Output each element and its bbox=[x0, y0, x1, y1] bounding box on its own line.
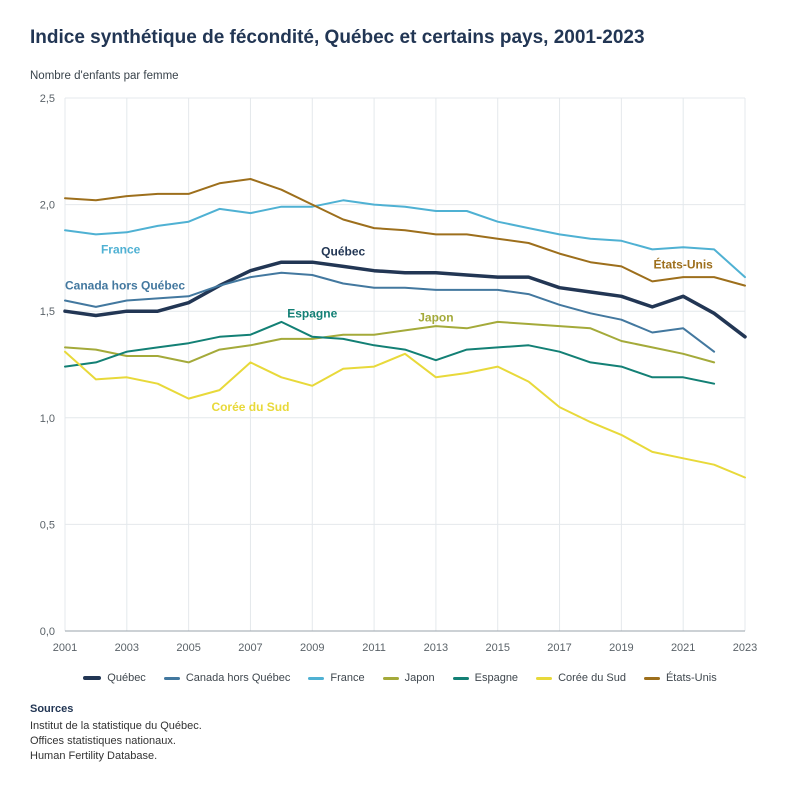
series-line-canada-hors-quebec bbox=[64, 271, 716, 353]
x-tick-label: 2017 bbox=[547, 642, 571, 654]
x-tick-label: 2009 bbox=[300, 642, 324, 654]
fertility-line-chart: 0,0 0,5 1,0 1,5 2,0 2,5 2001 2003 2005 2007 2009 20… bbox=[40, 93, 758, 654]
series-line-japon bbox=[64, 320, 716, 364]
series-line-quebec bbox=[63, 260, 747, 339]
legend-label: Japon bbox=[404, 672, 435, 684]
source-line: Offices statistiques nationaux. bbox=[30, 735, 176, 747]
x-tick-label: 2013 bbox=[424, 642, 448, 654]
x-tick-label: 2003 bbox=[115, 642, 139, 654]
series-label-espagne: Espagne bbox=[287, 306, 337, 320]
legend-label: France bbox=[330, 672, 365, 684]
series-label-coree-du-sud: Corée du Sud bbox=[211, 400, 289, 414]
legend-label: Québec bbox=[107, 672, 146, 684]
x-tick-label: 2001 bbox=[53, 642, 77, 654]
legend-swatch bbox=[83, 676, 102, 680]
legend-item-france[interactable]: France bbox=[308, 672, 365, 684]
legend-swatch bbox=[163, 676, 180, 680]
y-tick-label: 2,5 bbox=[40, 93, 55, 105]
legend-swatch bbox=[536, 676, 553, 680]
y-tick-label: 0,0 bbox=[40, 626, 55, 638]
source-line: Institut de la statistique du Québec. bbox=[30, 720, 202, 732]
chart-legend: Québec Canada hors Québec France Japon Espag… bbox=[0, 670, 800, 686]
legend-label: Espagne bbox=[474, 672, 519, 684]
series-label-quebec: Québec bbox=[321, 245, 365, 259]
series-label-etats-unis: États-Unis bbox=[654, 256, 714, 271]
x-tick-label: 2007 bbox=[238, 642, 262, 654]
legend-item-coree-du-sud[interactable]: Corée du Sud bbox=[536, 672, 626, 684]
x-tick-label: 2021 bbox=[671, 642, 695, 654]
legend-item-quebec[interactable]: Québec bbox=[83, 672, 146, 684]
y-tick-label: 0,5 bbox=[40, 519, 55, 531]
x-tick-label: 2023 bbox=[733, 642, 757, 654]
x-tick-label: 2005 bbox=[176, 642, 200, 654]
chart-title: Indice synthétique de fécondité, Québec … bbox=[30, 27, 645, 48]
y-tick-label: 1,0 bbox=[40, 413, 55, 425]
legend-item-espagne[interactable]: Espagne bbox=[452, 672, 519, 684]
source-line: Human Fertility Database. bbox=[30, 750, 158, 762]
legend-item-japon[interactable]: Japon bbox=[382, 672, 435, 684]
legend-item-etats-unis[interactable]: États-Unis bbox=[643, 672, 717, 684]
series-label-japon: Japon bbox=[418, 311, 453, 325]
legend-label: Canada hors Québec bbox=[185, 672, 291, 684]
series-line-etats-unis bbox=[64, 178, 746, 287]
y-tick-label: 2,0 bbox=[40, 200, 55, 212]
legend-swatch bbox=[382, 676, 399, 680]
series-line-coree-du-sud bbox=[64, 350, 746, 479]
legend-item-canada-hors-quebec[interactable]: Canada hors Québec bbox=[163, 672, 291, 684]
x-tick-label: 2019 bbox=[609, 642, 633, 654]
series-line-espagne bbox=[64, 320, 716, 385]
sources-block: Sources Institut de la statistique du Qu… bbox=[30, 702, 800, 764]
x-tick-label: 2015 bbox=[485, 642, 509, 654]
series-line-france bbox=[64, 199, 746, 279]
y-tick-label: 1,5 bbox=[40, 306, 55, 318]
y-axis-title: Nombre d'enfants par femme bbox=[30, 70, 179, 82]
legend-swatch bbox=[308, 676, 325, 680]
series-label-france: France bbox=[101, 242, 141, 256]
x-tick-label: 2011 bbox=[362, 642, 386, 654]
sources-heading: Sources bbox=[30, 703, 74, 715]
legend-swatch bbox=[452, 676, 469, 680]
legend-label: États-Unis bbox=[665, 672, 717, 684]
series-label-canada-hors-quebec: Canada hors Québec bbox=[65, 279, 185, 293]
page: Indice synthétique de fécondité, Québec … bbox=[0, 26, 800, 764]
legend-swatch bbox=[643, 676, 660, 680]
legend-label: Corée du Sud bbox=[558, 672, 626, 684]
